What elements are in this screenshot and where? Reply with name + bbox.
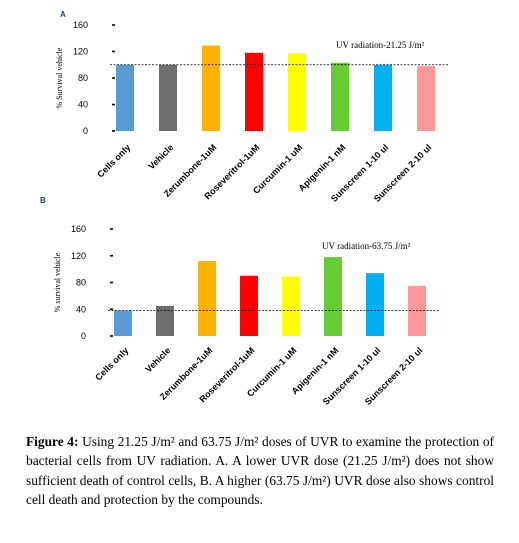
panel-b-bar xyxy=(366,273,384,336)
panel-a-bar xyxy=(331,62,349,132)
panel-b-y-tick-label: 40 xyxy=(76,304,86,314)
panel-a-bar xyxy=(116,64,134,131)
panel-a-bar xyxy=(245,52,263,132)
panel-b-y-tick-label: 80 xyxy=(76,278,86,288)
figure-charts: A 0 40 80 120 160 % Survival vehicle UV radiati… xyxy=(40,10,448,407)
panel-b-bar xyxy=(282,276,300,336)
figure-caption: Figure 4: Using 21.25 J/m² and 63.75 J/m… xyxy=(26,432,494,509)
panel-b-y-tick-label: 0 xyxy=(81,331,86,341)
panel-a-bar xyxy=(288,53,306,131)
panel-b-annotation: UV radiation-63.75 J/m² xyxy=(322,241,411,251)
panel-b-y-tick-label: 120 xyxy=(71,251,86,261)
panel-b-label: B xyxy=(40,196,46,205)
panel-b-category-label: Cells only xyxy=(93,345,130,382)
panel-b-bar xyxy=(198,261,216,336)
caption-text: Using 21.25 J/m² and 63.75 J/m² doses of… xyxy=(26,434,494,507)
panel-a-y-tick-label: 120 xyxy=(73,47,88,57)
panel-a-annotation: UV radiation-21.25 J/m² xyxy=(336,40,425,50)
panel-b-y-axis-label: % survival vehicle xyxy=(53,252,62,312)
panel-a-category-label: Vehicle xyxy=(146,142,175,171)
caption-label: Figure 4: xyxy=(26,434,79,449)
panel-a-bar xyxy=(159,64,177,131)
panel-b-y-tick-label: 160 xyxy=(71,224,86,234)
panel-a-y-tick-label: 0 xyxy=(83,126,88,136)
panel-b-bar xyxy=(156,305,174,336)
panel-b-bar xyxy=(240,275,258,336)
panel-a-category-label: Cells only xyxy=(95,142,132,179)
panel-a-bar xyxy=(202,45,220,131)
panel-a-y-tick-label: 80 xyxy=(78,73,88,83)
panel-b-category-label: Vehicle xyxy=(143,345,172,374)
panel-b-bar xyxy=(324,257,342,336)
panel-a-label: A xyxy=(60,10,66,19)
panel-a-y-tick-label: 40 xyxy=(78,100,88,110)
panel-a-y-tick-label: 160 xyxy=(73,20,88,30)
panel-a-y-axis-label: % Survival vehicle xyxy=(55,47,64,108)
panel-a-bar xyxy=(417,66,435,131)
panel-a-bar xyxy=(374,64,392,131)
panel-b-bar xyxy=(114,310,132,336)
